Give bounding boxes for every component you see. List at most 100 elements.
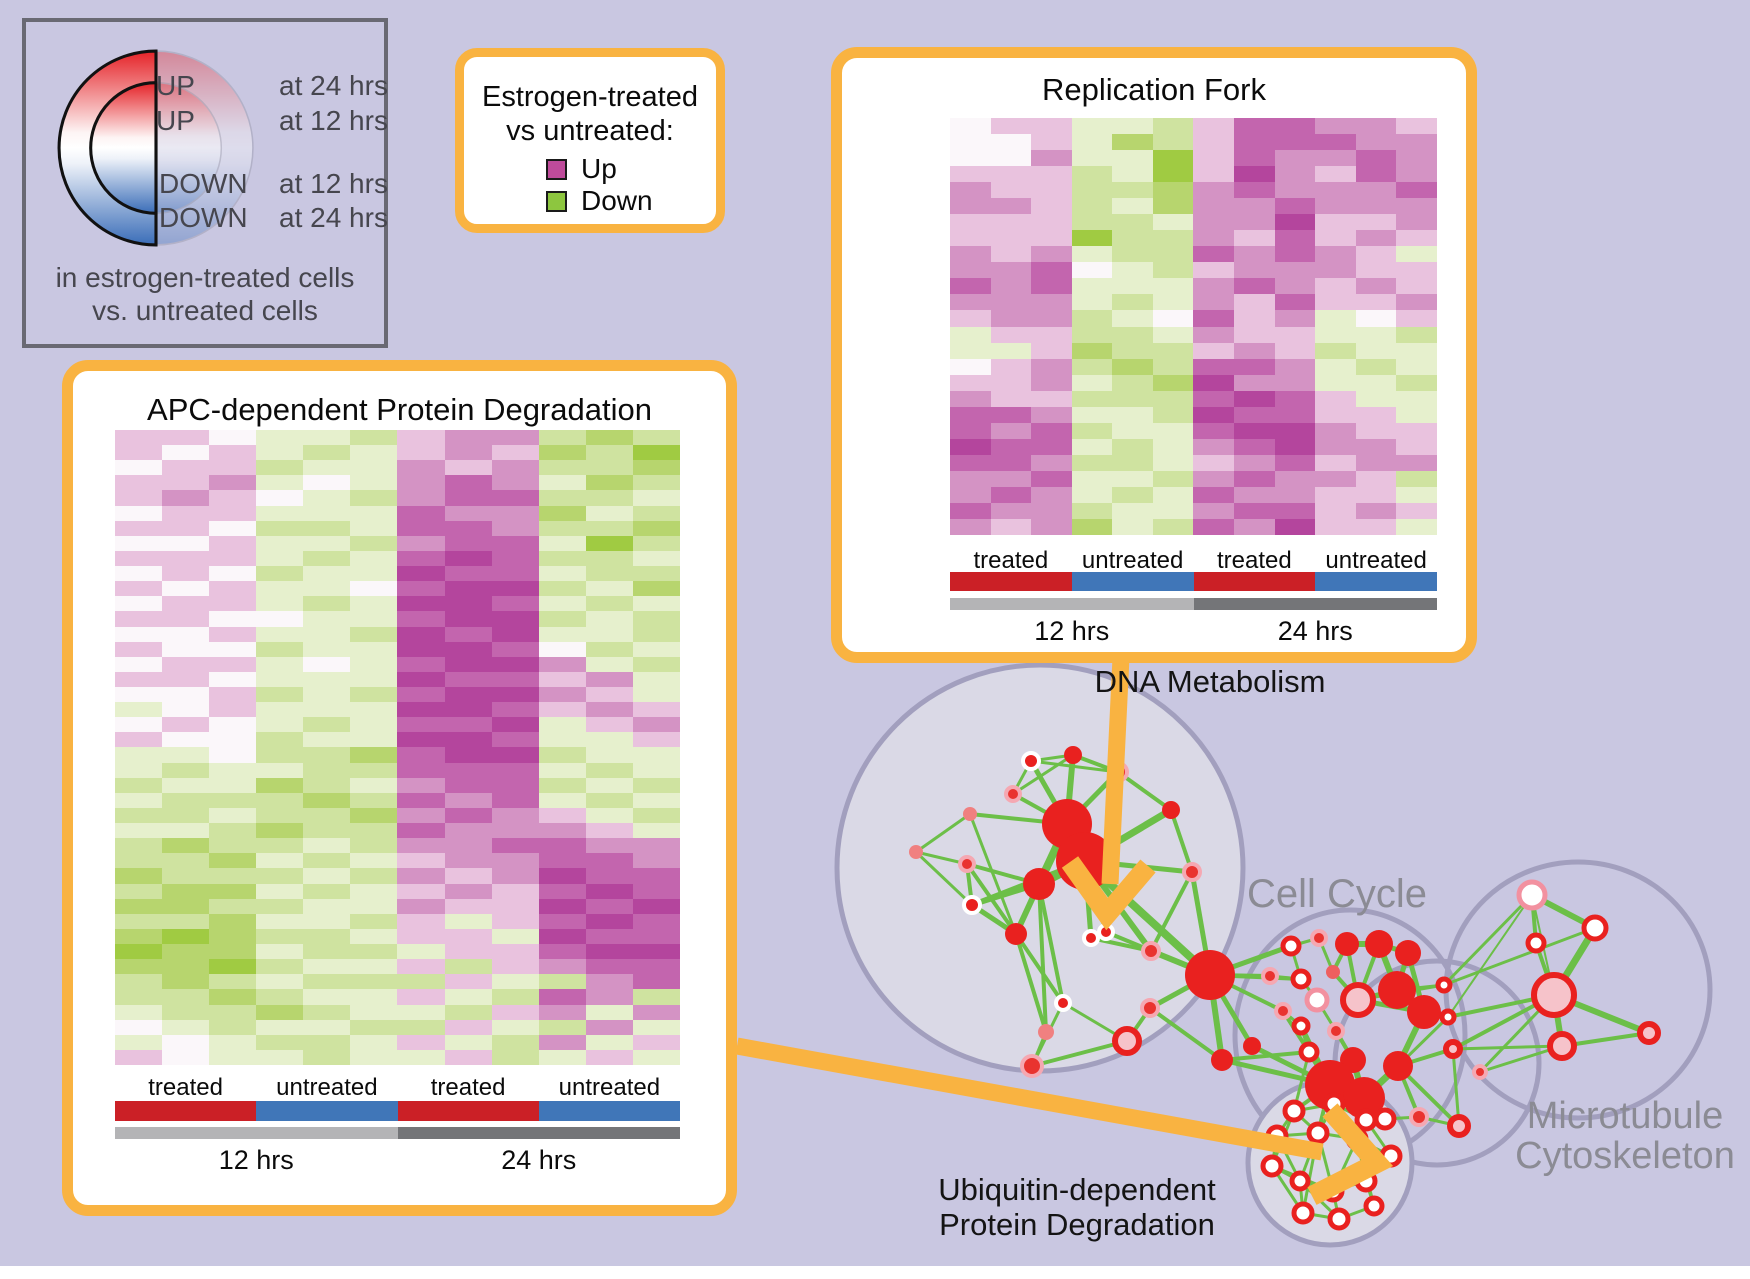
heatmap-cell — [162, 641, 210, 657]
heatmap-cell — [115, 1049, 163, 1065]
heatmap-cell — [1071, 278, 1113, 295]
heatmap-cell — [1112, 342, 1153, 359]
heatmap-cell — [950, 214, 991, 231]
network-node — [1363, 1195, 1385, 1217]
heatmap-cell — [1234, 150, 1275, 167]
heatmap-cell — [350, 777, 398, 793]
heatmap-cell — [303, 656, 351, 672]
heatmap-cell — [1355, 310, 1397, 327]
heatmap-cell — [115, 566, 163, 582]
heatmap-cell — [538, 823, 586, 839]
heatmap-cell — [1031, 294, 1072, 311]
heatmap-cell — [538, 702, 586, 718]
heatmap-cell — [350, 671, 398, 688]
heatmap-cell — [115, 853, 163, 869]
heatmap-cell — [1071, 422, 1113, 439]
network-node — [1383, 1051, 1413, 1081]
network-node — [1211, 1049, 1233, 1071]
heatmap-cell — [303, 853, 351, 869]
heatmap-cell — [950, 134, 991, 151]
heatmap-cell — [585, 747, 633, 763]
heatmap-cell — [585, 807, 633, 824]
heatmap-cell — [1112, 182, 1153, 199]
ubiquitin-degradation-label: Ubiquitin-dependent Protein Degradation — [877, 1172, 1277, 1242]
heatmap-cell — [115, 702, 163, 718]
heatmap-cell — [256, 792, 304, 808]
heatmap-cell — [162, 717, 210, 733]
network-node — [1581, 914, 1609, 942]
heatmap-cell — [1112, 390, 1153, 407]
heatmap-cell — [1031, 166, 1072, 183]
heatmap-cell — [632, 702, 680, 718]
network-edge — [1037, 883, 1048, 1033]
heatmap-cell — [1071, 326, 1113, 343]
heatmap-cell — [444, 460, 492, 476]
heatmap-cell — [350, 928, 398, 945]
network-node — [1637, 1021, 1661, 1045]
heatmap-cell — [632, 838, 680, 854]
heatmap-cell — [350, 1004, 398, 1020]
network-node — [1289, 1170, 1311, 1192]
heatmap-cell — [1396, 182, 1437, 199]
network-node — [1298, 1041, 1320, 1063]
heatmap-cell — [1112, 150, 1153, 167]
heatmap-cell — [491, 1004, 539, 1020]
heatmap-cell — [990, 486, 1032, 503]
heatmap-cell — [115, 838, 163, 854]
heatmap-cell — [256, 430, 304, 446]
heatmap-cell — [209, 535, 257, 551]
heatmap-cell — [162, 898, 210, 914]
heatmap-cell — [1112, 486, 1153, 503]
heatmap-cell — [115, 868, 163, 884]
heatmap-cell — [1031, 438, 1072, 455]
network-edge — [1443, 926, 1596, 987]
network-edge — [1014, 933, 1048, 1033]
updown-row-dir-0: UP — [156, 70, 195, 101]
heatmap-cell — [444, 913, 492, 929]
heatmap-cell — [1234, 470, 1275, 487]
heatmap-cell — [585, 490, 633, 506]
heatmap-cell — [303, 505, 351, 521]
heatmap-cell — [538, 475, 586, 491]
time-bar-segment-1 — [397, 1127, 680, 1139]
heatmap-cell — [585, 445, 633, 461]
heatmap-cell — [444, 505, 492, 521]
heatmap-cell — [990, 326, 1032, 343]
time-label-1: 24 hrs — [1277, 616, 1353, 646]
heatmap-cell — [491, 475, 539, 491]
heatmap-cell — [444, 475, 492, 491]
heatmap-cell — [209, 626, 257, 642]
heatmap-cell — [1152, 470, 1194, 487]
heatmap-cell — [350, 550, 398, 567]
heatmap-cell — [1315, 342, 1356, 359]
heatmap-cell — [444, 853, 492, 869]
heatmap-cell — [1315, 390, 1356, 407]
network-node — [1004, 785, 1022, 803]
heatmap-cell — [162, 959, 210, 975]
heatmap-cell — [538, 913, 586, 929]
legend-item-down: Down — [546, 185, 653, 217]
heatmap-cell — [209, 898, 257, 914]
heatmap-cell — [1152, 342, 1194, 359]
heatmap-cell — [1274, 486, 1316, 503]
heatmap-cell — [397, 823, 445, 839]
heatmap-cell — [350, 717, 398, 733]
heatmap-cell — [1193, 166, 1235, 183]
heatmap-cell — [162, 611, 210, 627]
heatmap-cell — [1152, 422, 1194, 439]
heatmap-cell — [444, 807, 492, 824]
heatmap-cell — [585, 596, 633, 612]
heatmap-cell — [1396, 342, 1437, 359]
heatmap-cell — [1152, 326, 1194, 343]
heatmap-cell — [1396, 230, 1437, 247]
condition-bar-segment-0 — [950, 572, 1072, 591]
network-node — [1354, 1108, 1378, 1132]
heatmap-cell — [950, 262, 991, 279]
heatmap-cell — [632, 475, 680, 491]
apc-time-labels: 12 hrs 24 hrs — [115, 1145, 680, 1176]
heatmap-cell — [491, 656, 539, 672]
heatmap-cell — [1234, 230, 1275, 247]
heatmap-cell — [350, 535, 398, 551]
updown-row-dir-3: DOWN — [159, 202, 248, 233]
heatmap-cell — [256, 1019, 304, 1035]
